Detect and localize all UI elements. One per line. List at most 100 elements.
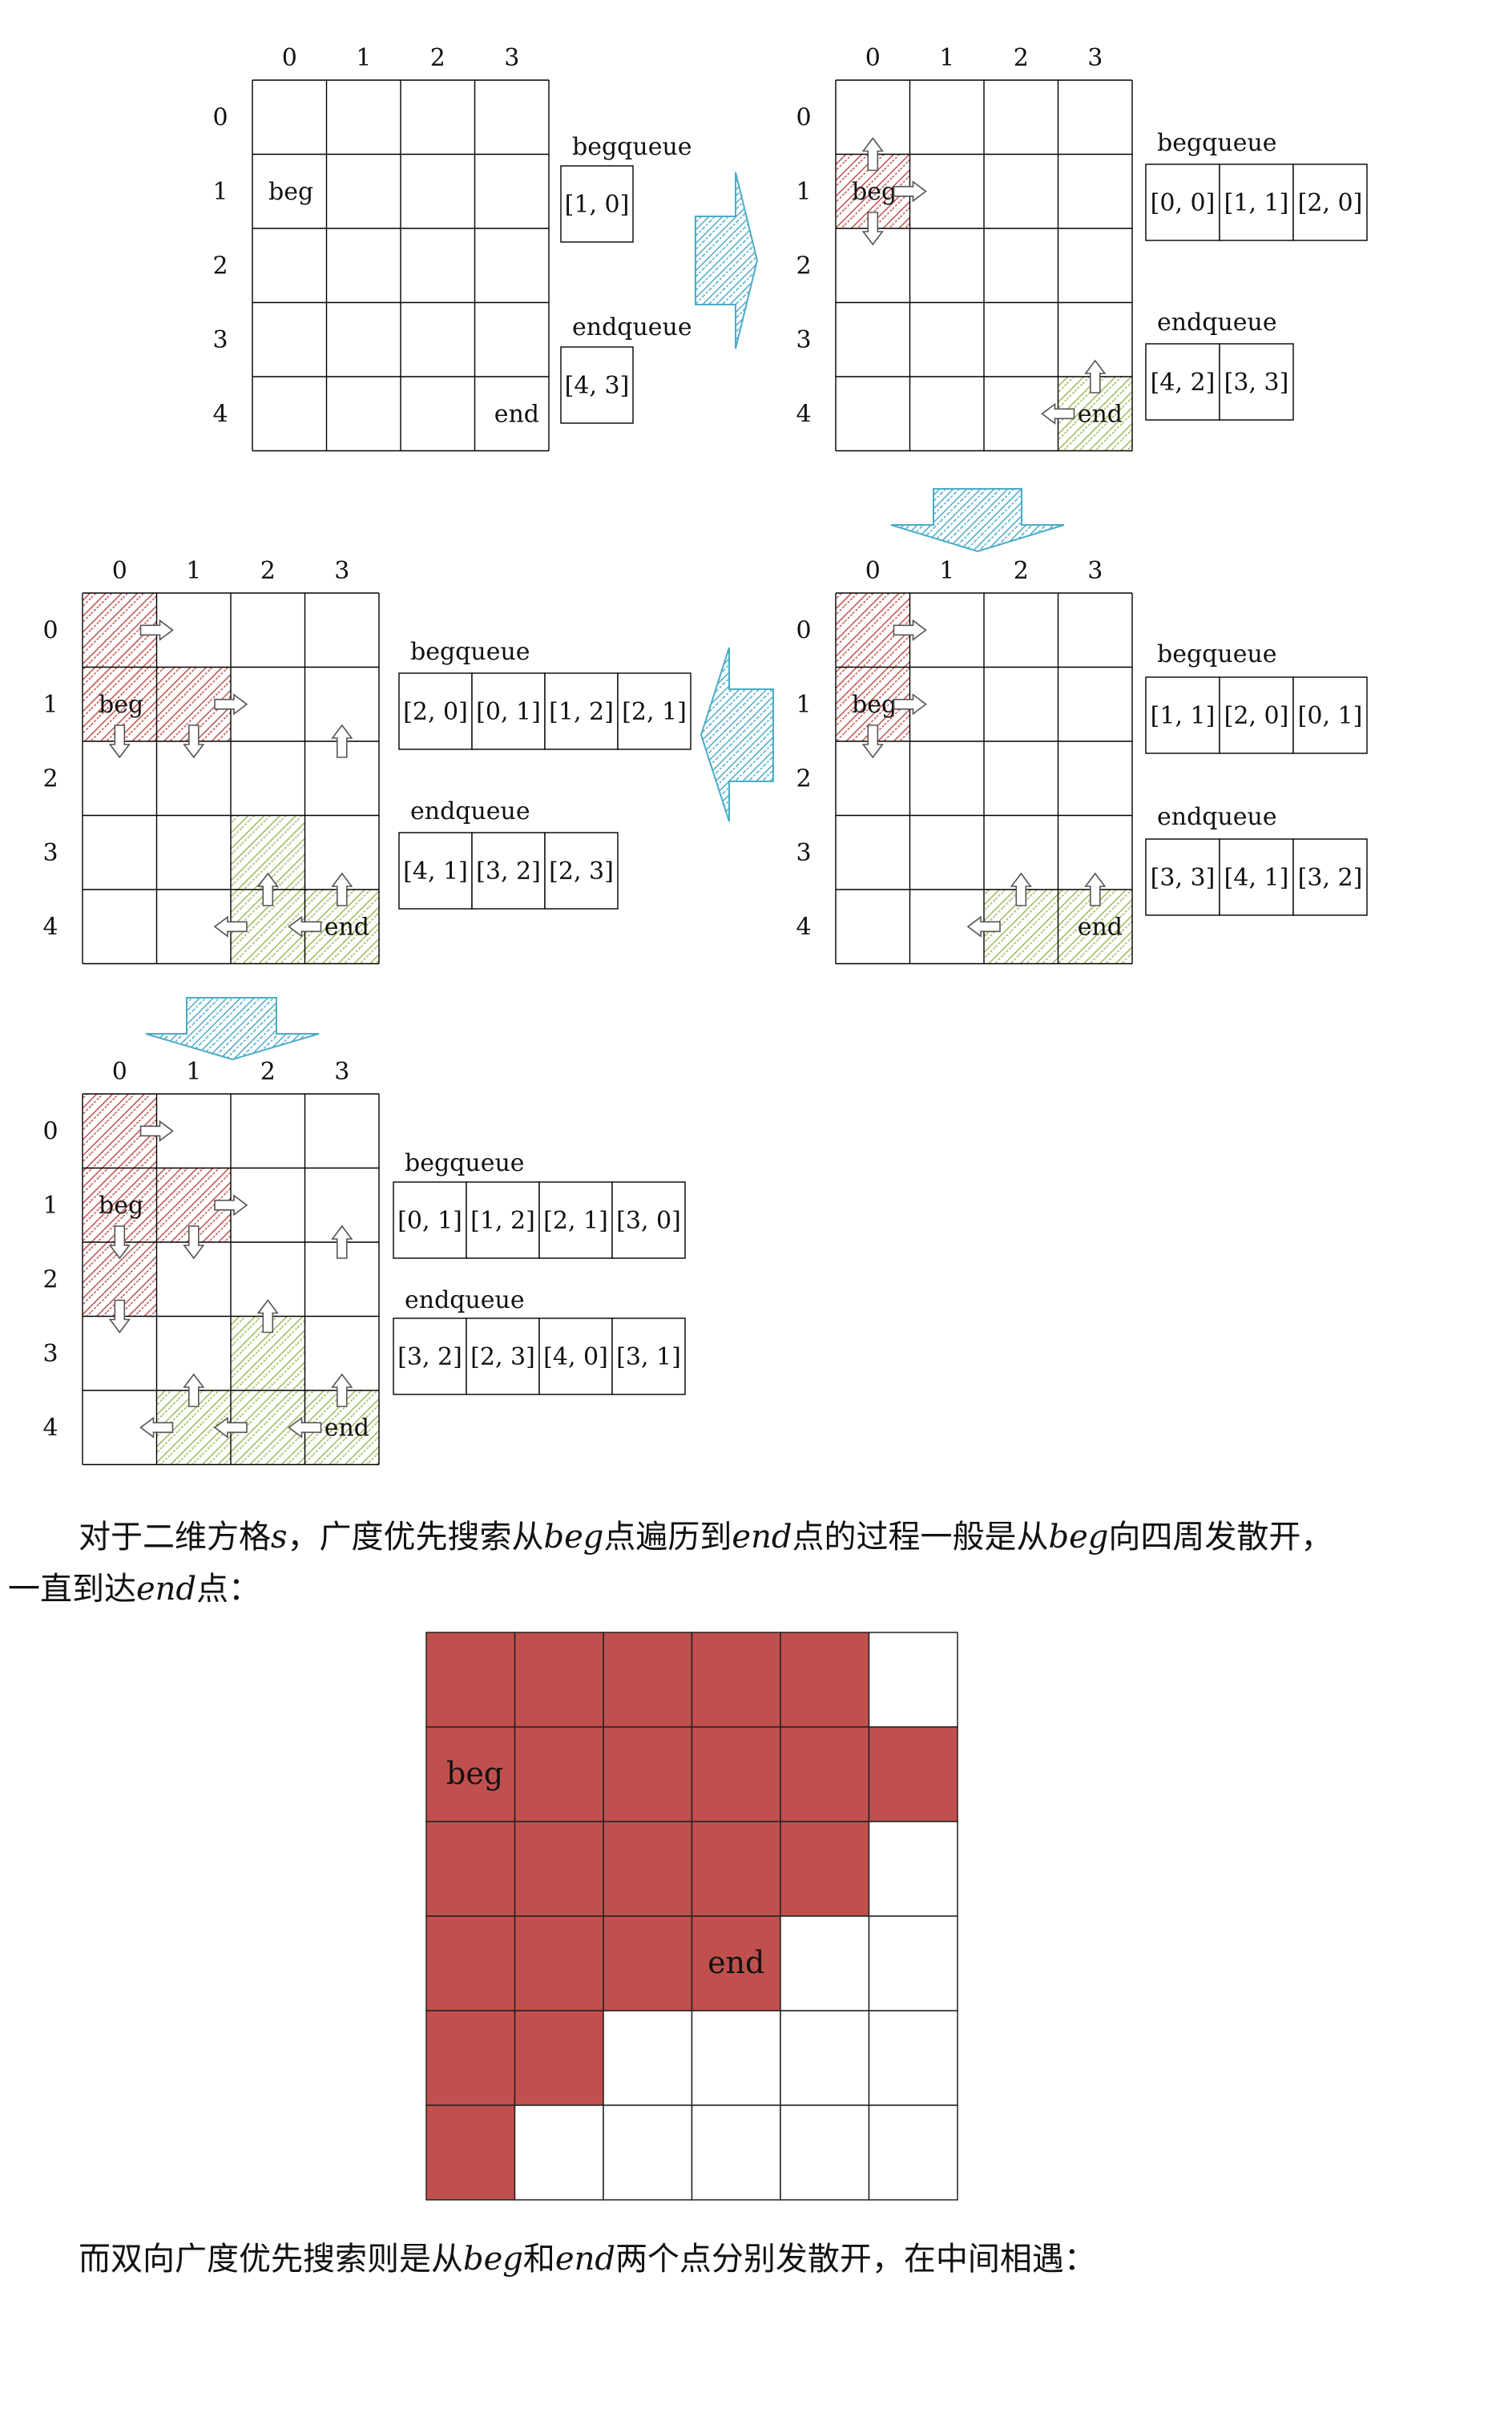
transition-arrow-icon [145, 997, 320, 1061]
row-header: 0 [796, 103, 811, 131]
row-header: 2 [796, 252, 811, 280]
text-run: 对于二维方格 [79, 1519, 271, 1556]
end-cell-label: end [325, 1414, 369, 1442]
endqueue-slot [1145, 838, 1220, 916]
begqueue-slot [471, 672, 546, 750]
endqueue-slot [544, 832, 619, 910]
endqueue-item: [4, 1] [403, 857, 468, 886]
right-arrow-icon [139, 619, 174, 641]
unreached-cell [603, 2010, 693, 2106]
reached-cell [514, 1726, 604, 1822]
endqueue-item: [3, 2] [1298, 864, 1363, 892]
text-run: 点： [196, 1571, 261, 1608]
begqueue-item: [1, 2] [470, 1207, 535, 1235]
down-arrow-icon [861, 724, 884, 759]
up-arrow-icon [1010, 872, 1032, 906]
endqueue-item: [2, 3] [470, 1343, 535, 1371]
begqueue-item: [0, 1] [1298, 702, 1363, 730]
endqueue-item: [4, 3] [565, 372, 630, 400]
column-header: 0 [112, 557, 127, 585]
endqueue-slot [471, 832, 546, 910]
column-header: 3 [1087, 557, 1103, 585]
endqueue-item: [3, 1] [616, 1343, 681, 1371]
search-region-grid: beg end [425, 1632, 958, 2201]
down-arrow-icon [183, 724, 205, 759]
bfs-step-panels: 0 1 2 3 0 1 2 3 4 beg end begqueue [1, 0] endqueue [4,… [42, 44, 1368, 1466]
endqueue-item: [3, 2] [476, 857, 541, 886]
right-arrow-icon [893, 180, 927, 203]
column-header: 0 [865, 557, 881, 585]
math-beg: beg [1048, 1519, 1109, 1556]
panel-step-4: 0 1 2 3 0 1 2 3 4 beg end begqueue [2, 0] [0, 1] [1, 2… [42, 557, 691, 965]
left-arrow-icon [288, 915, 322, 938]
math-end: end [554, 2241, 615, 2278]
begqueue-item: [2, 0] [1224, 702, 1289, 730]
big-grid-end-label: end [708, 1945, 764, 1980]
begqueue-item: [2, 1] [622, 698, 687, 726]
begqueue-item: [3, 0] [616, 1207, 681, 1235]
right-arrow-icon [139, 1120, 174, 1142]
reached-cell [514, 1632, 604, 1728]
column-header: 1 [186, 557, 201, 585]
left-arrow-icon [139, 1416, 174, 1439]
unreached-cell [780, 2104, 870, 2201]
begqueue-item: [0, 1] [397, 1207, 462, 1235]
up-arrow-icon [861, 137, 884, 171]
endqueue-slot [393, 1317, 467, 1395]
begqueue-label: begqueue [405, 1149, 525, 1177]
column-header: 1 [939, 44, 954, 72]
unreached-cell [868, 1632, 958, 1728]
unreached-cell [868, 2010, 958, 2106]
up-arrow-icon [256, 1299, 279, 1334]
column-header: 2 [430, 44, 446, 72]
row-header: 1 [42, 691, 58, 719]
begqueue-slot [617, 672, 691, 750]
reached-cell [514, 1821, 604, 1917]
column-header: 1 [939, 557, 954, 585]
begqueue-label: begqueue [1157, 129, 1277, 157]
math-end: end [136, 1571, 197, 1608]
beg-cell-label: beg [852, 691, 897, 719]
text-run: 向四周发散开， [1108, 1519, 1333, 1556]
row-header: 3 [42, 839, 58, 867]
up-arrow-icon [331, 724, 353, 758]
column-header: 1 [186, 1058, 201, 1086]
reached-cell [868, 1726, 958, 1822]
begqueue-slot [1292, 676, 1368, 754]
up-arrow-icon [331, 1225, 353, 1259]
text-run: ，广度优先搜索从 [287, 1519, 544, 1556]
end-cell-label: end [494, 400, 539, 428]
begqueue-slot [1145, 163, 1220, 241]
text-run: 点遍历到 [603, 1519, 732, 1556]
unreached-cell [691, 2104, 781, 2201]
column-header: 3 [1087, 44, 1103, 72]
row-header: 4 [42, 913, 58, 941]
column-header: 2 [260, 557, 276, 585]
text-run: 一直到达 [8, 1571, 136, 1608]
text-run: 两个点分别发散开，在中间相遇： [615, 2241, 1096, 2278]
down-arrow-icon [861, 212, 884, 246]
reached-cell [780, 1821, 870, 1917]
reached-cell [425, 1821, 516, 1917]
beg-cell-label: beg [99, 691, 143, 719]
up-arrow-icon [256, 872, 279, 906]
reached-cell [425, 2104, 516, 2201]
row-header: 0 [212, 103, 228, 131]
column-header: 2 [260, 1058, 276, 1086]
unreached-cell [780, 2010, 870, 2106]
column-header: 2 [1014, 557, 1029, 585]
down-arrow-icon [108, 1225, 131, 1260]
begqueue-slot [398, 672, 473, 750]
reached-cell [780, 1632, 870, 1728]
row-header: 4 [796, 400, 811, 428]
row-header: 1 [796, 691, 811, 719]
column-header: 0 [282, 44, 297, 72]
row-header: 3 [796, 326, 811, 354]
beg-cell-label: beg [99, 1192, 143, 1220]
begqueue-item: [1, 0] [565, 191, 630, 219]
panel-step-3: 0 1 2 3 0 1 2 3 4 beg end begqueue [1, 1] [2, 0] [0, 1… [796, 557, 1368, 965]
column-header: 3 [504, 44, 519, 72]
row-header: 2 [796, 765, 811, 793]
up-arrow-icon [183, 1373, 205, 1407]
